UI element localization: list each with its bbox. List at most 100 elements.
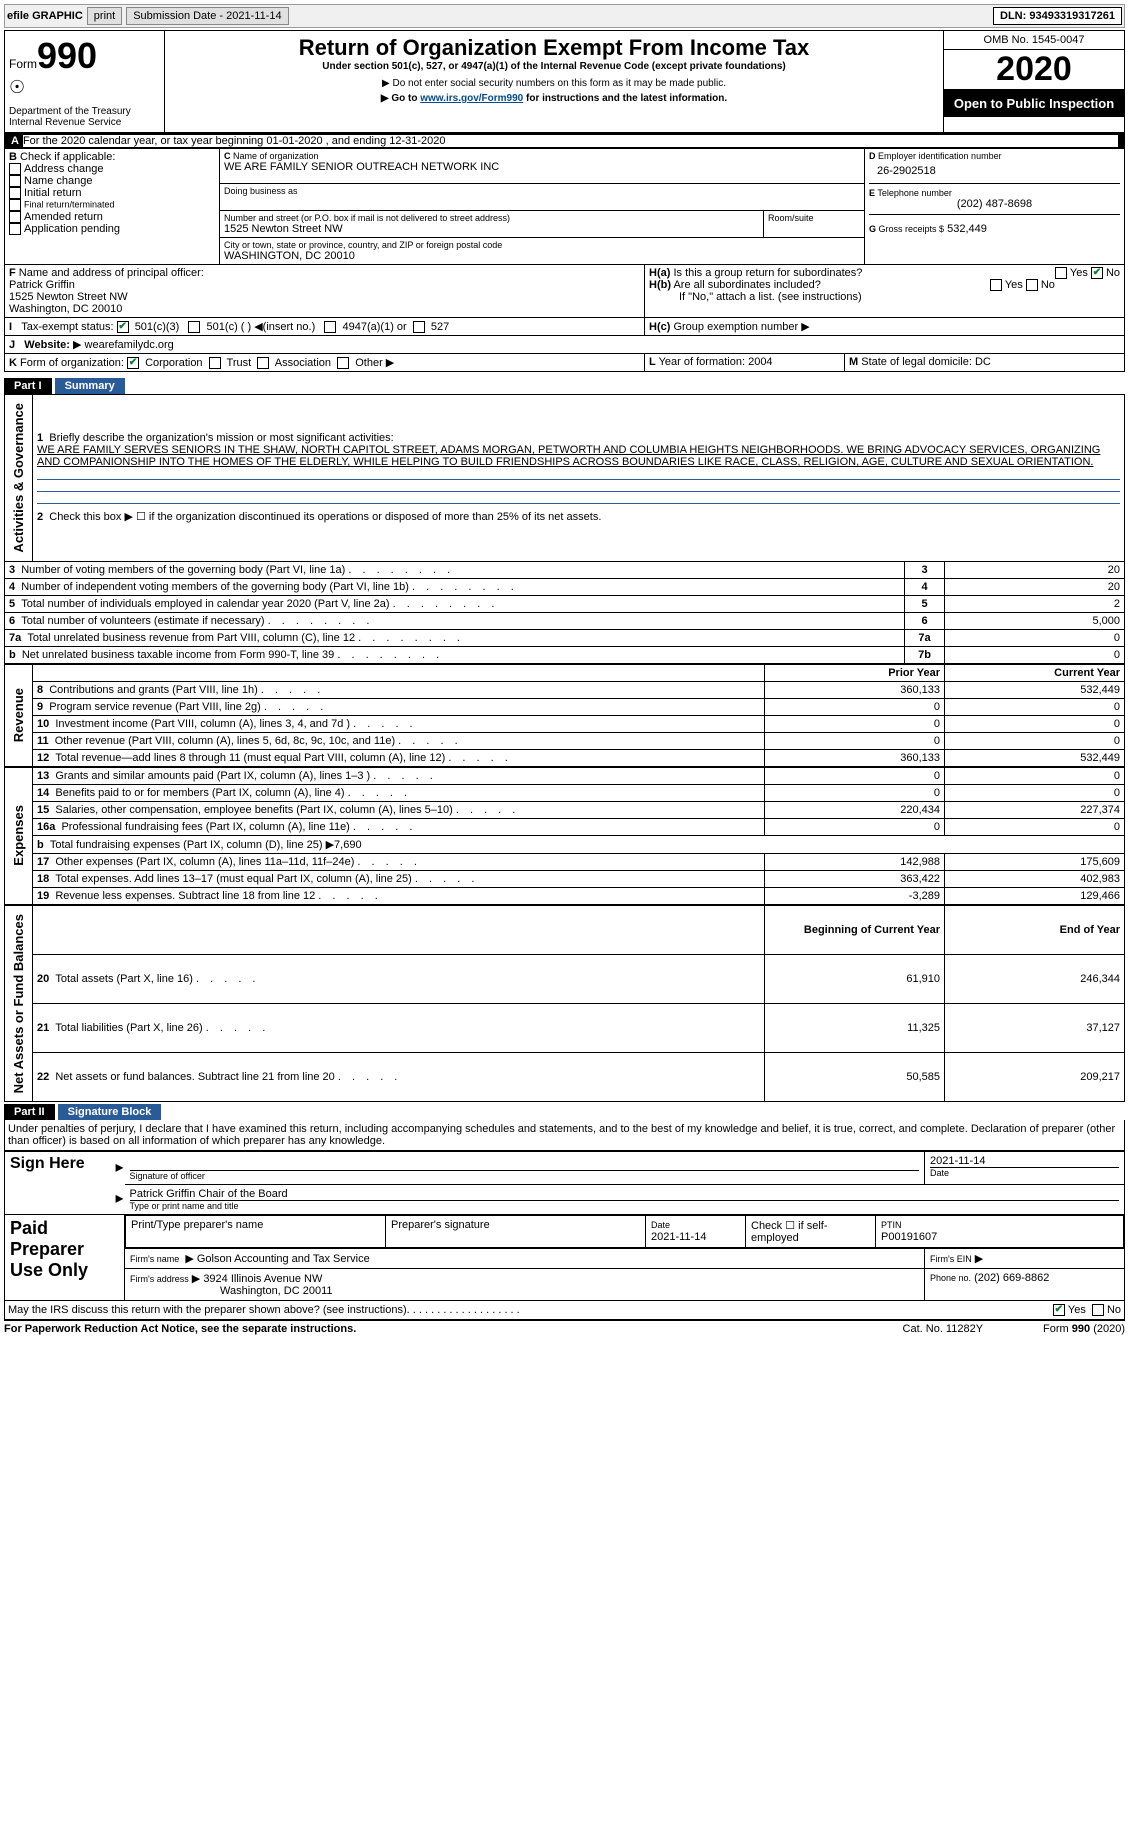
officer-addr2: Washington, DC 20010 [9,303,640,315]
name-change-checkbox[interactable] [9,175,21,187]
street-label: Number and street (or P.O. box if mail i… [224,213,759,223]
revenue-table: Revenue Prior Year Current Year8 Contrib… [4,664,1125,767]
j-row: J Website: ▶ wearefamilydc.org [4,336,1125,354]
expense-table: Expenses13 Grants and similar amounts pa… [4,767,1125,905]
dept-treasury: Department of the Treasury Internal Reve… [9,106,160,128]
form-990-number: 990 [37,35,97,76]
table-row: 8 Contributions and grants (Part VIII, l… [5,681,1125,698]
501c-checkbox[interactable] [188,321,200,333]
part1-title: Summary [55,378,125,394]
table-row: 16a Professional fundraising fees (Part … [5,818,1125,835]
fh-block: F Name and address of principal officer:… [4,265,1125,318]
ha-yes-checkbox[interactable] [1055,267,1067,279]
irs-logo-icon: ☉ [9,77,160,98]
side-activities-governance: Activities & Governance [9,397,28,559]
room-label: Room/suite [768,213,860,223]
part1-label: Part I [4,378,52,394]
table-row: 7a Total unrelated business revenue from… [5,629,1125,646]
street-value: 1525 Newton Street NW [224,223,759,235]
pra-notice: For Paperwork Reduction Act Notice, see … [4,1323,356,1335]
i-row: I Tax-exempt status: 501(c)(3) 501(c) ( … [4,318,1125,336]
city-label: City or town, state or province, country… [224,240,860,250]
app-pending-checkbox[interactable] [9,223,21,235]
klm-row: K Form of organization: Corporation Trus… [4,354,1125,372]
org-name: WE ARE FAMILY SENIOR OUTREACH NETWORK IN… [224,161,860,173]
final-return-checkbox[interactable] [9,199,21,211]
signature-table: Sign Here ▸ Signature of officer 2021-11… [4,1151,1125,1301]
trust-checkbox[interactable] [209,357,221,369]
hb-no-checkbox[interactable] [1026,279,1038,291]
attach-note: If "No," attach a list. (see instruction… [649,291,1120,303]
table-row: 21 Total liabilities (Part X, line 26) .… [5,1003,1125,1052]
discuss-yes-checkbox[interactable] [1053,1304,1065,1316]
netassets-table: Net Assets or Fund Balances Beginning of… [4,905,1125,1102]
table-row: 18 Total expenses. Add lines 13–17 (must… [5,870,1125,887]
table-row: 17 Other expenses (Part IX, column (A), … [5,853,1125,870]
527-checkbox[interactable] [413,321,425,333]
form-subtitle: Under section 501(c), 527, or 4947(a)(1)… [169,61,939,72]
table-row: Expenses13 Grants and similar amounts pa… [5,767,1125,784]
table-row: b Net unrelated business taxable income … [5,646,1125,663]
paid-preparer-label: Paid Preparer Use Only [5,1215,125,1301]
mission-text: WE ARE FAMILY SERVES SENIORS IN THE SHAW… [37,444,1120,468]
part2-title: Signature Block [58,1104,162,1120]
initial-return-checkbox[interactable] [9,187,21,199]
ha-no-checkbox[interactable] [1091,267,1103,279]
table-row: 22 Net assets or fund balances. Subtract… [5,1053,1125,1102]
hb-yes-checkbox[interactable] [990,279,1002,291]
form-header: Form990 ☉ Department of the Treasury Int… [4,30,1125,133]
form-title: Return of Organization Exempt From Incom… [169,35,939,61]
table-row: 15 Salaries, other compensation, employe… [5,801,1125,818]
perjury-text: Under penalties of perjury, I declare th… [4,1120,1125,1151]
table-row: b Total fundraising expenses (Part IX, c… [5,835,1125,853]
amended-return-checkbox[interactable] [9,211,21,223]
table-row: 20 Total assets (Part X, line 16) . . . … [5,954,1125,1003]
address-change-checkbox[interactable] [9,163,21,175]
city-value: WASHINGTON, DC 20010 [224,250,860,262]
discuss-no-checkbox[interactable] [1092,1304,1104,1316]
firm-name: Golson Accounting and Tax Service [197,1253,370,1265]
table-row: 6 Total number of volunteers (estimate i… [5,612,1125,629]
omb-number: OMB No. 1545-0047 [944,31,1124,50]
association-checkbox[interactable] [257,357,269,369]
firm-addr: 3924 Illinois Avenue NW [203,1273,322,1285]
goto-line: ▶ Go to www.irs.gov/Form990 for instruct… [169,93,939,104]
501c3-checkbox[interactable] [117,321,129,333]
submission-date-button[interactable]: Submission Date - 2021-11-14 [126,7,288,25]
dba-label: Doing business as [224,186,860,196]
other-checkbox[interactable] [337,357,349,369]
officer-addr1: 1525 Newton Street NW [9,291,640,303]
table-row: 10 Investment income (Part VIII, column … [5,715,1125,732]
corporation-checkbox[interactable] [127,357,139,369]
table-row: 11 Other revenue (Part VIII, column (A),… [5,732,1125,749]
4947-checkbox[interactable] [324,321,336,333]
table-row: 12 Total revenue—add lines 8 through 11 … [5,749,1125,766]
website-value: wearefamilydc.org [85,339,174,351]
table-row: 14 Benefits paid to or for members (Part… [5,784,1125,801]
ssn-note: ▶ Do not enter social security numbers o… [169,78,939,89]
bcd-block: B Check if applicable: Address change Na… [4,149,1125,265]
open-to-public: Open to Public Inspection [944,90,1124,117]
table-row: 5 Total number of individuals employed i… [5,595,1125,612]
irs-url-link[interactable]: www.irs.gov/Form990 [420,93,523,104]
year-formation: 2004 [748,356,772,368]
part1-table: Activities & Governance 1 Briefly descri… [4,394,1125,664]
section-c: C Name of organization WE ARE FAMILY SEN… [220,149,864,264]
tax-year: 2020 [944,50,1124,90]
ein-value: 26-2902518 [869,161,1120,177]
sig-date: 2021-11-14 [930,1155,1119,1168]
discuss-row: May the IRS discuss this return with the… [4,1301,1125,1320]
print-button[interactable]: print [87,7,122,25]
ptin-value: P00191607 [881,1231,937,1243]
form-number-block: Form990 [9,35,160,77]
officer-name-title: Patrick Griffin Chair of the Board [130,1188,288,1200]
sign-here-label: Sign Here [5,1152,125,1215]
dln-label: DLN: 93493319317261 [993,7,1122,25]
efile-label: efile GRAPHIC [7,10,83,22]
top-bar: efile GRAPHIC print Submission Date - 20… [4,4,1125,28]
table-row: 4 Number of independent voting members o… [5,578,1125,595]
page-footer: For Paperwork Reduction Act Notice, see … [4,1320,1125,1335]
firm-phone: (202) 669-8862 [974,1272,1049,1284]
table-row: 19 Revenue less expenses. Subtract line … [5,887,1125,904]
section-a-letter: A [11,135,19,147]
